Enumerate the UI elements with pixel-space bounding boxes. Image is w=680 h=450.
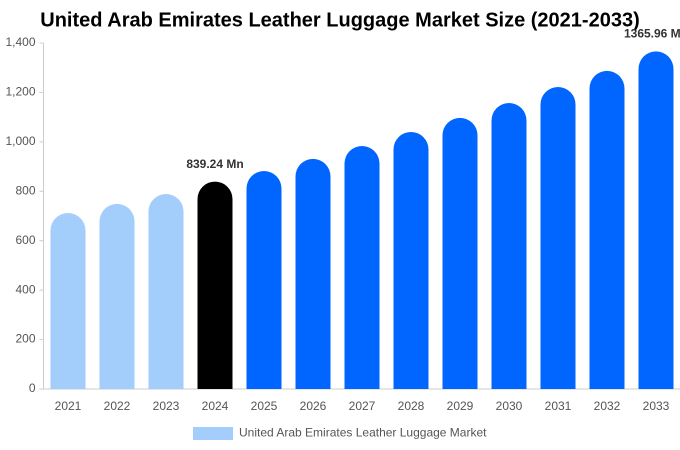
- x-tick-label: 2032: [594, 399, 621, 413]
- legend-label: United Arab Emirates Leather Luggage Mar…: [239, 426, 487, 440]
- chart-title: United Arab Emirates Leather Luggage Mar…: [40, 9, 639, 31]
- value-label: 1365.96 Mn: [624, 27, 680, 41]
- y-tick-label: 1,000: [5, 134, 35, 148]
- x-tick-label: 2021: [55, 399, 82, 413]
- x-tick-label: 2033: [643, 399, 670, 413]
- x-tick-label: 2030: [496, 399, 523, 413]
- y-tick-label: 400: [15, 282, 35, 296]
- x-tick-label: 2031: [545, 399, 572, 413]
- y-tick-label: 600: [15, 233, 35, 247]
- x-tick-label: 2024: [202, 399, 229, 413]
- x-tick-label: 2022: [104, 399, 131, 413]
- legend-swatch: [193, 427, 233, 440]
- bar: [638, 51, 674, 389]
- bar: [148, 194, 184, 389]
- y-tick-label: 200: [15, 332, 35, 346]
- y-tick-label: 1,200: [5, 85, 35, 99]
- value-label: 839.24 Mn: [186, 157, 243, 171]
- x-tick-label: 2027: [349, 399, 376, 413]
- bar: [393, 131, 429, 389]
- bar: [491, 103, 527, 389]
- bar: [99, 203, 135, 389]
- x-tick-label: 2029: [447, 399, 474, 413]
- bar: [197, 181, 233, 389]
- bar: [344, 146, 380, 389]
- x-tick-label: 2023: [153, 399, 180, 413]
- bar: [50, 213, 86, 389]
- bar: [442, 117, 478, 390]
- bar: [540, 86, 576, 390]
- y-tick-label: 0: [29, 381, 36, 395]
- bar: [246, 171, 282, 389]
- bar: [295, 158, 331, 389]
- x-tick-label: 2028: [398, 399, 425, 413]
- y-tick-label: 800: [15, 183, 35, 197]
- x-tick-label: 2025: [251, 399, 278, 413]
- bar: [589, 70, 625, 390]
- x-tick-label: 2026: [300, 399, 327, 413]
- y-tick-label: 1,400: [5, 35, 35, 49]
